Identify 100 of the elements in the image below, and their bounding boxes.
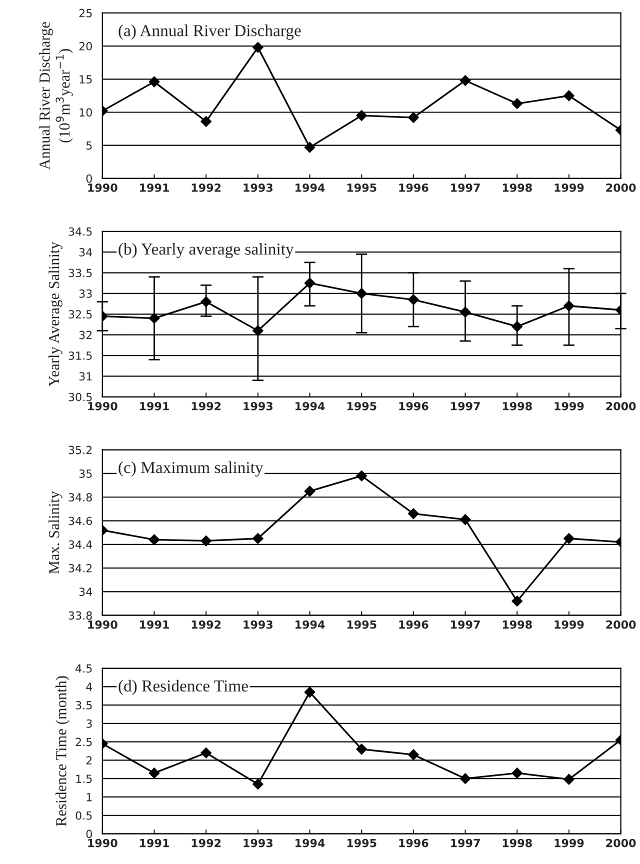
y-axis-title: Yearly Average Salinity xyxy=(48,242,62,386)
y-tick-label: 2.5 xyxy=(76,738,92,746)
x-tick-label: 1993 xyxy=(244,184,272,192)
y-tick-label: 3.5 xyxy=(76,701,92,710)
x-tick-label: 1991 xyxy=(140,184,169,192)
x-tick-label: 1995 xyxy=(347,838,376,848)
x-tick-label: 1992 xyxy=(192,184,221,192)
x-tick-label: 1998 xyxy=(502,620,532,629)
y-tick-label: 32 xyxy=(79,330,92,340)
x-tick-label: 1993 xyxy=(244,620,272,629)
x-tick-label: 1998 xyxy=(502,838,532,848)
point xyxy=(512,768,523,779)
point xyxy=(408,508,419,520)
point xyxy=(564,533,574,544)
x-tick-label: 1990 xyxy=(88,184,118,192)
point xyxy=(512,98,523,110)
y-tick-label: 32.5 xyxy=(68,310,92,319)
point xyxy=(304,142,316,153)
point xyxy=(460,514,471,526)
point xyxy=(200,116,212,127)
x-tick-label: 1997 xyxy=(451,184,480,192)
text: (d) Residence Time xyxy=(118,680,248,695)
x-tick-label: 1998 xyxy=(502,184,532,192)
y-tick-label: 35.2 xyxy=(68,446,92,454)
x-tick-label: 1994 xyxy=(296,838,325,848)
point xyxy=(200,747,212,758)
y-tick-label: 0 xyxy=(86,174,92,183)
x-tick-label: 1992 xyxy=(192,620,221,629)
point xyxy=(304,686,316,698)
point xyxy=(564,90,574,102)
y-tick-label: 30.5 xyxy=(68,392,92,402)
x-tick-label: 1993 xyxy=(244,402,272,410)
y-tick-label: 10 xyxy=(80,108,92,117)
y-tick-label: 3 xyxy=(86,719,92,728)
x-tick-label: 1990 xyxy=(88,838,118,848)
y-tick-label: 1.5 xyxy=(76,774,92,783)
x-tick-label: 1995 xyxy=(347,402,376,410)
point xyxy=(252,533,264,544)
x-tick-label: 1993 xyxy=(244,838,272,848)
x-tick-label: 1995 xyxy=(347,184,376,192)
y-tick-label: 34.6 xyxy=(68,516,92,526)
y-axis-title: Annual River Discharge (10$^{9}$m$^{3}$year$^{−1}$) xyxy=(39,22,73,170)
y-tick-label: 0 xyxy=(86,830,92,838)
point xyxy=(148,768,160,779)
y-tick-label: 4 xyxy=(86,682,92,691)
y-tick-label: 33.8 xyxy=(68,611,92,620)
x-tick-label: 1997 xyxy=(451,838,480,848)
y-tick-label: 20 xyxy=(79,42,92,50)
x-tick-label: 1999 xyxy=(554,620,584,629)
x-tick-label: 1990 xyxy=(88,620,118,629)
x-tick-label: 1991 xyxy=(140,838,169,848)
y-tick-label: 33.5 xyxy=(68,268,92,278)
y-tick-label: 33 xyxy=(79,289,92,298)
x-tick-label: 2000 xyxy=(606,620,636,629)
y-tick-label: 2 xyxy=(86,756,92,764)
x-tick-label: 2000 xyxy=(606,184,636,192)
point xyxy=(148,76,160,88)
point xyxy=(356,470,368,482)
x-tick-label: 1991 xyxy=(140,620,169,629)
text: (b) Yearly average salinity xyxy=(118,242,294,258)
point xyxy=(200,535,212,546)
x-tick-label: 1996 xyxy=(399,620,428,629)
y-tick-label: 34 xyxy=(79,248,92,256)
point xyxy=(148,534,160,546)
y-tick-label: 1 xyxy=(86,793,92,802)
point xyxy=(564,774,574,785)
point xyxy=(252,778,264,790)
x-tick-label: 1991 xyxy=(140,402,169,410)
x-tick-label: 1994 xyxy=(296,184,325,192)
x-tick-label: 1999 xyxy=(554,838,584,848)
x-tick-label: 1996 xyxy=(399,184,428,192)
y-tick-label: 15 xyxy=(80,75,92,84)
x-tick-label: 1997 xyxy=(451,620,480,629)
text: (a) Annual River Discharge xyxy=(118,24,301,40)
text: (c) Maximum salinity xyxy=(118,461,264,477)
y-axis-title: Max. Salinity xyxy=(48,491,62,574)
x-tick-label: 1997 xyxy=(451,402,480,410)
x-tick-label: 1995 xyxy=(347,620,376,629)
point xyxy=(512,596,523,607)
x-tick-label: 1996 xyxy=(399,402,428,410)
y-tick-label: 5 xyxy=(86,141,92,150)
y-tick-label: 34.5 xyxy=(68,227,92,236)
x-tick-label: 1999 xyxy=(554,184,584,192)
y-tick-label: 4.5 xyxy=(76,664,92,673)
y-tick-label: 34 xyxy=(79,588,92,596)
point xyxy=(304,486,316,497)
x-tick-label: 1990 xyxy=(88,402,118,410)
point xyxy=(460,773,471,784)
x-tick-label: 2000 xyxy=(606,838,636,848)
x-tick-label: 1996 xyxy=(399,838,428,848)
y-tick-label: 0.5 xyxy=(76,811,92,820)
y-tick-label: 31.5 xyxy=(68,351,92,360)
x-tick-label: 1994 xyxy=(296,620,325,629)
x-tick-label: 1994 xyxy=(296,402,325,410)
y-axis-title: Residence Time (month) xyxy=(56,676,70,826)
y-tick-label: 34.4 xyxy=(68,540,92,549)
point xyxy=(460,75,471,86)
x-tick-label: 2000 xyxy=(606,402,636,410)
x-tick-label: 1999 xyxy=(554,402,584,410)
x-tick-label: 1998 xyxy=(502,402,532,410)
